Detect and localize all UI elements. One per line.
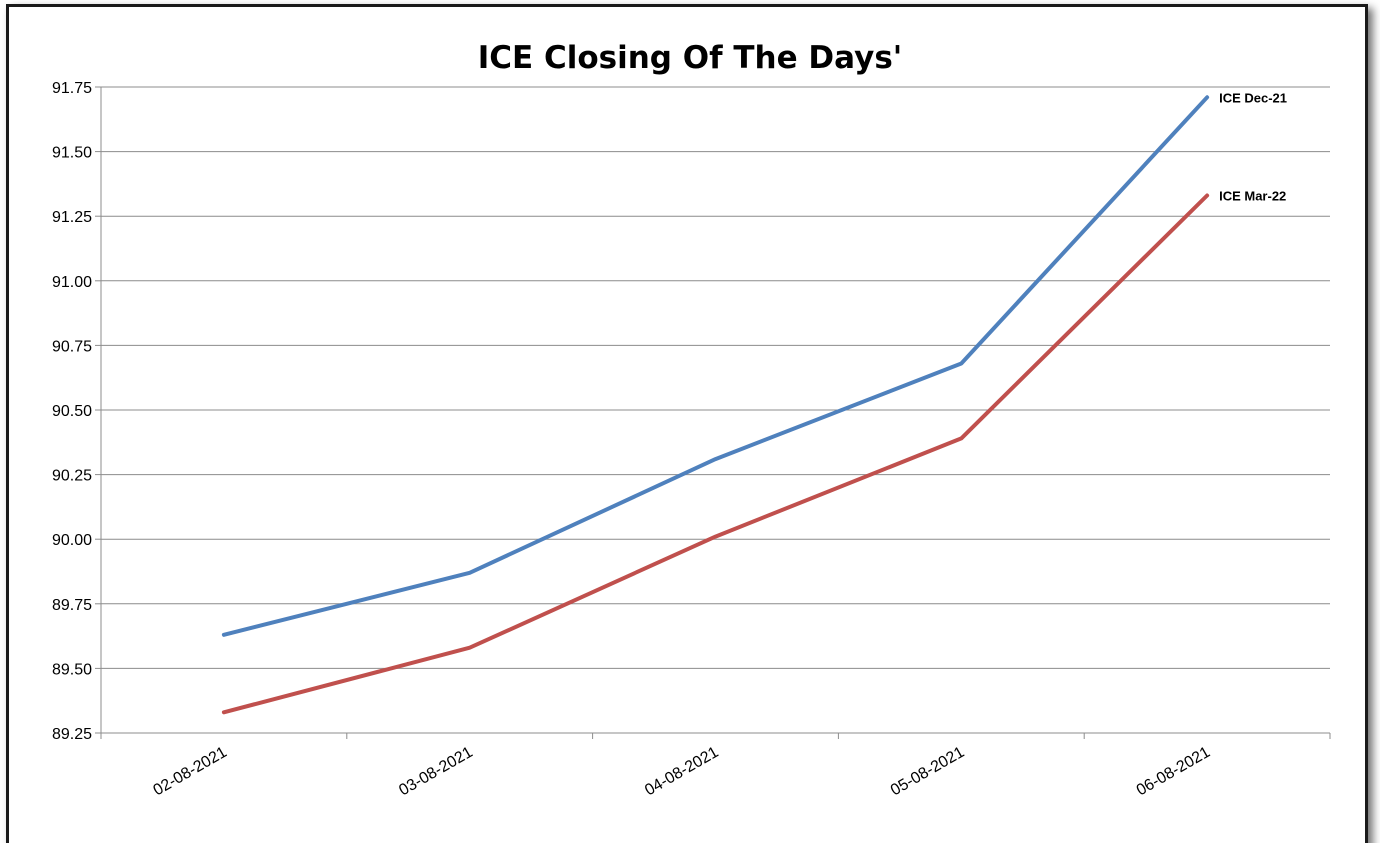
x-tick-label: 06-08-2021 <box>1134 744 1213 800</box>
y-tick-label: 90.25 <box>52 468 92 485</box>
chart-title: ICE Closing Of The Days' <box>478 40 903 76</box>
y-tick-label: 90.75 <box>52 338 92 355</box>
y-tick-label: 89.75 <box>52 597 92 614</box>
y-tick-label: 91.75 <box>52 80 92 97</box>
y-tick-label: 89.50 <box>52 661 92 678</box>
y-axis-ticks: 89.25 89.50 89.75 90.00 90.25 90.50 90.75 91.00… <box>52 80 101 743</box>
y-tick-label: 90.00 <box>52 532 92 549</box>
x-axis-ticks: 02-08-2021 03-08-2021 04-08-2021 05-08-2021… <box>100 733 1331 800</box>
y-tick-label: 91.00 <box>52 274 92 291</box>
x-tick-label: 04-08-2021 <box>642 744 721 800</box>
series-end-label: ICE Mar-22 <box>1219 189 1286 204</box>
y-tick-label: 90.50 <box>52 403 92 420</box>
x-tick-label: 05-08-2021 <box>888 744 967 800</box>
y-tick-label: 91.25 <box>52 209 92 226</box>
series-end-label: ICE Dec-21 <box>1219 90 1287 105</box>
series-labels: ICE Dec-21 ICE Mar-22 <box>1219 90 1287 203</box>
y-tick-label: 91.50 <box>52 145 92 162</box>
gridlines <box>101 86 1330 669</box>
series-line <box>221 193 1210 715</box>
series-lines <box>221 95 1210 715</box>
series-line <box>221 95 1210 637</box>
x-tick-label: 02-08-2021 <box>151 744 230 800</box>
x-tick-label: 03-08-2021 <box>396 744 475 800</box>
chart-frame <box>6 4 1368 843</box>
y-tick-label: 89.25 <box>52 726 92 743</box>
